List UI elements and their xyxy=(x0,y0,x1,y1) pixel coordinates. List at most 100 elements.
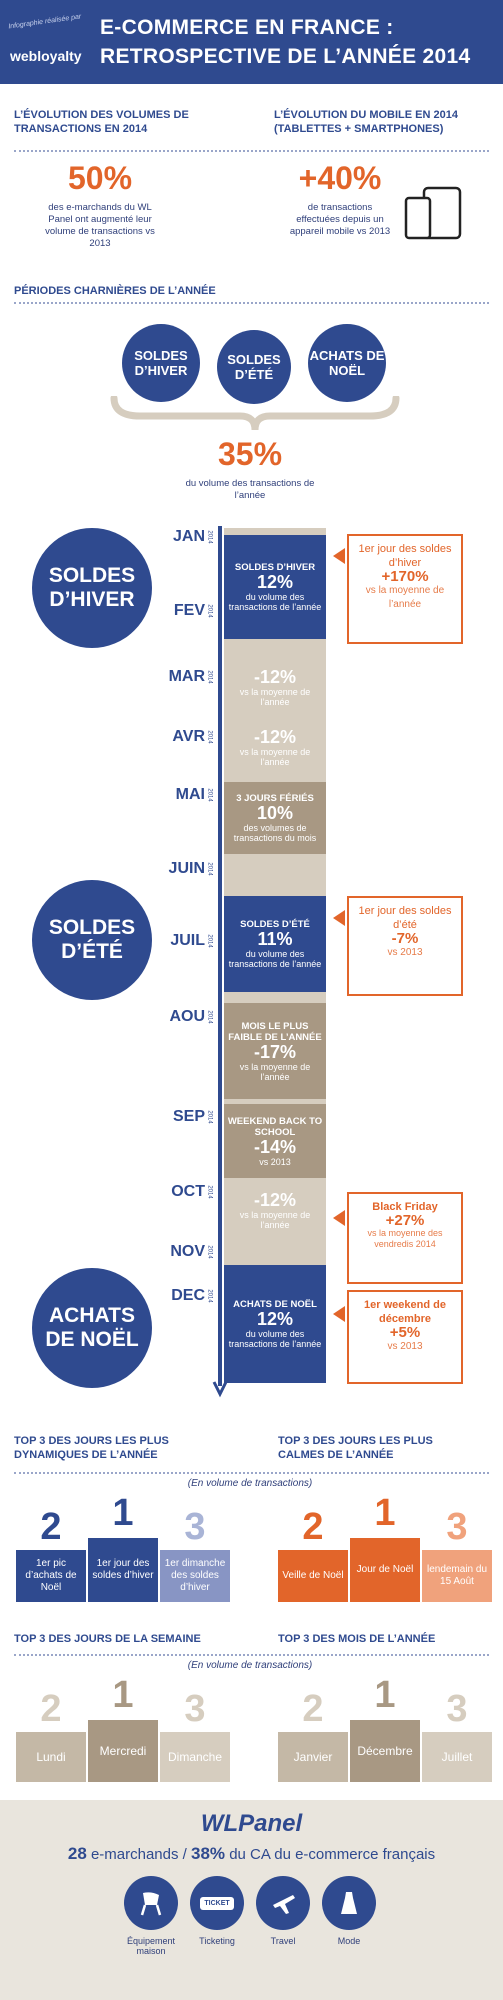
block-text: du volume des transactions de l’année xyxy=(228,1329,322,1349)
podium-step: Janvier xyxy=(278,1732,348,1782)
stat-merchants-text: e-marchands / xyxy=(90,1846,187,1863)
podium-step: Jour de Noël xyxy=(350,1538,420,1602)
month-aou: AOU xyxy=(169,1008,205,1025)
rank-number: 3 xyxy=(446,1688,468,1730)
block-title: MOIS LE PLUS FAIBLE DE L’ANNÉE xyxy=(228,1020,322,1043)
block-text: vs la moyenne de l’année xyxy=(239,1061,311,1082)
block-value: 12% xyxy=(256,572,294,592)
block-mai: 3 JOURS FÉRIÉS 10% des volumes de transa… xyxy=(224,782,326,854)
month-juil: JUIL xyxy=(170,932,205,949)
block-value: 10% xyxy=(256,803,294,823)
stat-share: 38% xyxy=(191,1844,226,1863)
brand-tagline: Infographie réalisée par xyxy=(7,13,82,31)
icon-label: Mode xyxy=(337,1936,361,1946)
timeline-arrow-icon xyxy=(212,1380,228,1403)
podium-step: Juillet xyxy=(422,1732,492,1782)
year-mark: 2014 xyxy=(206,604,213,618)
callout-value: -7% xyxy=(391,930,419,947)
year-mark: 2014 xyxy=(206,670,213,684)
chair-icon xyxy=(124,1876,178,1930)
icon-label: Travel xyxy=(270,1936,296,1946)
periods-value: 35% xyxy=(217,436,283,472)
ticket-icon-label: TICKET xyxy=(200,1896,234,1910)
podium-step: Dimanche xyxy=(160,1732,230,1782)
top-calm-title: TOP 3 DES JOURS LES PLUS CALMES DE L’ANN… xyxy=(278,1435,433,1461)
volumes-value: 50% xyxy=(67,160,133,196)
rank-number: 2 xyxy=(302,1506,324,1548)
month-mai: MAI xyxy=(175,786,205,803)
top-dynamic-title: TOP 3 DES JOURS LES PLUS DYNAMIQUES DE L… xyxy=(14,1435,169,1461)
timeline-axis xyxy=(218,526,222,1386)
mobile-text: de transactions effectuées depuis un app… xyxy=(289,202,391,237)
block-title: SOLDES D’HIVER xyxy=(234,562,316,573)
month-dec: DEC xyxy=(171,1287,205,1304)
callout-title: Black Friday xyxy=(372,1201,438,1213)
callout-soldes-ete: 1er jour des soldes d’été -7% vs 2013 xyxy=(347,896,463,996)
big-circle-achats-noel: ACHATS DE NOËL xyxy=(32,1268,152,1388)
footer-stats: 28 e-marchands / 38% du CA du e-commerce… xyxy=(0,1844,503,1864)
circle-soldes-ete: SOLDES D’ÉTÉ xyxy=(217,330,291,404)
rank-number: 3 xyxy=(184,1506,206,1548)
block-text: vs la moyenne de l’année xyxy=(239,1209,311,1230)
callout-text: vs 2013 xyxy=(387,1341,423,1352)
callout-title: 1er jour des soldes d’été xyxy=(358,905,452,931)
top-month-title: TOP 3 DES MOIS DE L’ANNÉE xyxy=(278,1633,436,1645)
footer-brand: WLPanel xyxy=(200,1810,303,1837)
circle-soldes-hiver: SOLDES D’HIVER xyxy=(122,324,200,402)
callout-value: +27% xyxy=(385,1212,425,1229)
rank-number: 3 xyxy=(446,1506,468,1548)
block-aou: MOIS LE PLUS FAIBLE DE L’ANNÉE -17% vs l… xyxy=(224,1003,326,1099)
dress-icon xyxy=(322,1876,376,1930)
icon-label: Ticketing xyxy=(199,1936,235,1946)
year-mark: 2014 xyxy=(206,788,213,802)
year-mark: 2014 xyxy=(206,1185,213,1199)
callout-black-friday: Black Friday +27% vs la moyenne des vend… xyxy=(347,1192,463,1284)
block-value: -12% xyxy=(253,726,297,747)
month-fev: FEV xyxy=(173,602,205,619)
stat-merchants: 28 xyxy=(67,1844,87,1863)
block-title: WEEKEND BACK TO SCHOOL xyxy=(227,1115,323,1138)
big-circle-soldes-ete: SOLDES D’ÉTÉ xyxy=(32,880,152,1000)
block-achats-noel: ACHATS DE NOËL 12% du volume des transac… xyxy=(224,1265,326,1383)
big-circle-soldes-hiver: SOLDES D’HIVER xyxy=(32,528,152,648)
rank-number: 2 xyxy=(40,1506,62,1548)
block-title: ACHATS DE NOËL xyxy=(233,1299,317,1310)
month-nov: NOV xyxy=(170,1243,205,1260)
mobile-value: +40% xyxy=(298,160,382,196)
podium-step: lendemain du 15 Août xyxy=(422,1550,492,1602)
volume-note: (En volume de transactions) xyxy=(187,1660,313,1671)
pointer-icon xyxy=(333,1210,345,1231)
block-text: vs la moyenne de l’année xyxy=(239,746,311,767)
block-avr: -12% vs la moyenne de l’année xyxy=(224,722,326,772)
podium-step: Lundi xyxy=(16,1732,86,1782)
block-soldes-ete: SOLDES D’ÉTÉ 11% du volume des transacti… xyxy=(224,896,326,992)
rank-number: 2 xyxy=(40,1688,62,1730)
block-title: SOLDES D’ÉTÉ xyxy=(240,919,310,930)
block-oct: -12% vs la moyenne de l’année xyxy=(224,1180,326,1240)
year-mark: 2014 xyxy=(206,1245,213,1259)
volumes-title: L’ÉVOLUTION DES VOLUMES DE TRANSACTIONS … xyxy=(14,109,189,135)
callout-weekend-decembre: 1er weekend de décembre +5% vs 2013 xyxy=(347,1290,463,1384)
callout-value: +170% xyxy=(381,568,429,585)
podium-step: 1er dimanche des soldes d’hiver xyxy=(160,1550,230,1602)
block-soldes-hiver: SOLDES D’HIVER 12% du volume des transac… xyxy=(224,535,326,639)
block-value: -14% xyxy=(253,1136,297,1157)
podium-step: Décembre xyxy=(350,1720,420,1782)
ticket-icon: TICKET xyxy=(190,1876,244,1930)
year-mark: 2014 xyxy=(206,730,213,744)
month-juin: JUIN xyxy=(168,860,205,877)
year-mark: 2014 xyxy=(206,934,213,948)
mobile-title: L’ÉVOLUTION DU MOBILE EN 2014 (TABLETTES… xyxy=(274,109,458,135)
page-title-line2: RETROSPECTIVE DE L’ANNÉE 2014 xyxy=(100,45,471,68)
brand-logo: webloyalty xyxy=(10,48,82,64)
rank-number: 1 xyxy=(112,1492,134,1534)
month-mar: MAR xyxy=(168,668,205,685)
pointer-icon xyxy=(333,548,345,569)
block-text: vs 2013 xyxy=(259,1156,291,1167)
periods-title: PÉRIODES CHARNIÈRES DE L’ANNÉE xyxy=(14,285,216,297)
page-title-line1: E-COMMERCE EN FRANCE : xyxy=(100,16,394,39)
callout-soldes-hiver: 1er jour des soldes d’hiver +170% vs la … xyxy=(347,534,463,644)
block-text: vs la moyenne de l’année xyxy=(239,686,311,707)
callout-title: 1er jour des soldes d’hiver xyxy=(358,543,452,569)
block-value: 11% xyxy=(257,929,293,949)
